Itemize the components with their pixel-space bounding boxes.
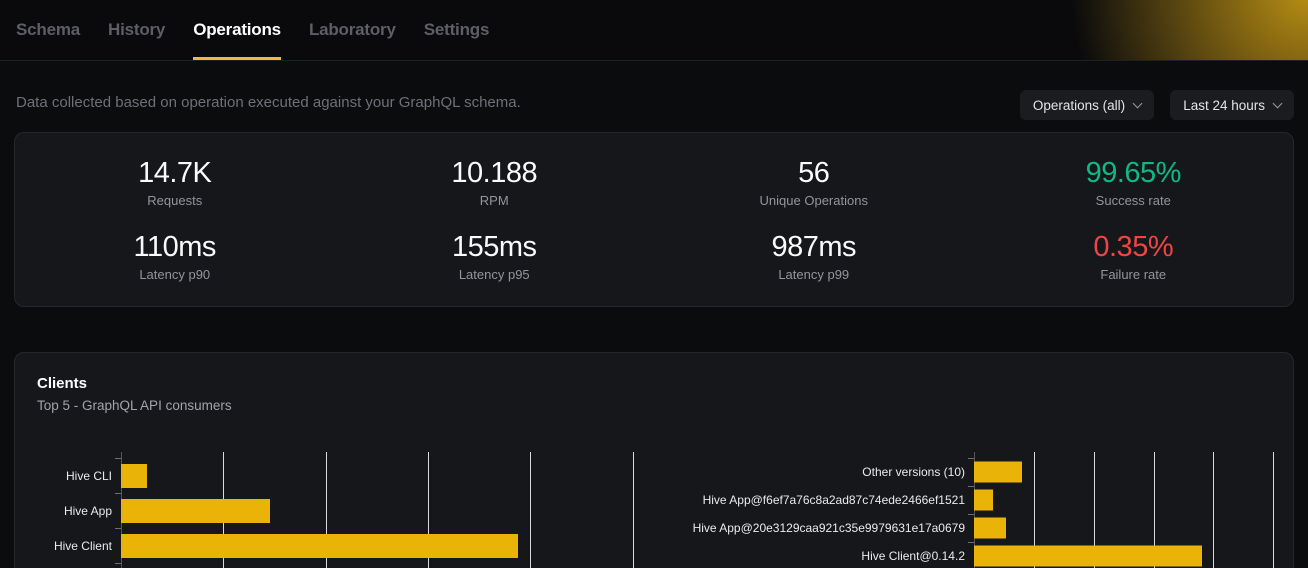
- bar[interactable]: [974, 489, 994, 511]
- bar[interactable]: [974, 545, 1203, 567]
- tab-operations[interactable]: Operations: [193, 0, 281, 60]
- stat-label: Success rate: [1095, 192, 1171, 208]
- category-label: Hive App: [63, 503, 112, 518]
- clients-card-title: Clients: [37, 375, 88, 392]
- time-range-label: Last 24 hours: [1183, 97, 1265, 113]
- stat-value: 99.65%: [1085, 156, 1182, 189]
- stat-value: 155ms: [451, 231, 537, 264]
- stats-summary-card: 14.7K Requests 10.188 RPM 56 Unique Oper…: [14, 132, 1294, 307]
- stat-value: 10.188: [451, 156, 538, 189]
- axis-tick: [968, 458, 974, 459]
- category-label: Hive Client@0.14.2: [861, 549, 965, 563]
- stat-label: Unique Operations: [759, 192, 868, 208]
- tab-history[interactable]: History: [108, 20, 166, 39]
- stat-latency-p99: 987ms Latency p99: [654, 220, 974, 295]
- bar[interactable]: [121, 498, 271, 523]
- axis-tick: [968, 486, 974, 487]
- page-description: Data collected based on operation execut…: [16, 94, 521, 111]
- bar-track: [974, 486, 1293, 514]
- axis-tick: [968, 514, 974, 515]
- axis-tick: [115, 528, 121, 529]
- category-label: Hive App@f6ef7a76c8a2ad87c74ede2466ef152…: [702, 493, 965, 507]
- operations-filter-dropdown[interactable]: Operations (all): [1019, 90, 1155, 120]
- stat-unique-operations: 56 Unique Operations: [654, 145, 974, 220]
- gridline: [1213, 452, 1215, 568]
- clients-charts: Hive CLI Hive App Hive Client Other versio…: [15, 452, 1293, 568]
- chart-row: Other versions (10): [654, 458, 1293, 486]
- stat-label: RPM: [479, 192, 509, 208]
- clients-by-name-bar-chart: Hive CLI Hive App Hive Client: [15, 452, 654, 568]
- clients-card: Clients Top 5 - GraphQL API consumers Hi…: [14, 352, 1294, 568]
- gridline: [530, 452, 532, 568]
- bar-track: [974, 514, 1293, 542]
- axis-tick: [115, 493, 121, 494]
- stat-value: 987ms: [771, 231, 857, 264]
- axis-tick: [115, 458, 121, 459]
- time-range-dropdown[interactable]: Last 24 hours: [1170, 90, 1294, 120]
- stat-label: Failure rate: [1100, 267, 1167, 283]
- chart-row: Hive App: [15, 493, 654, 528]
- bar[interactable]: [974, 517, 1006, 539]
- bar-track: [121, 458, 654, 493]
- clients-by-version-bar-chart: Other versions (10) Hive App@f6ef7a76c8a2…: [654, 452, 1293, 568]
- chevron-down-icon: [1272, 98, 1283, 108]
- gridline: [1093, 452, 1095, 568]
- top-nav: Schema History Operations Laboratory Set…: [0, 0, 1308, 61]
- stat-success-rate: 99.65% Success rate: [974, 145, 1294, 220]
- gridline: [428, 452, 429, 568]
- axis-tick: [968, 542, 974, 543]
- stat-label: Latency p90: [139, 267, 211, 283]
- chart-row: Hive Client@0.14.2: [654, 542, 1293, 568]
- bar-track: [121, 528, 654, 563]
- category-label: Hive App@20e3129caa921c35e9979631e17a067…: [692, 521, 965, 535]
- stat-value: 110ms: [133, 231, 217, 264]
- stat-label: Latency p99: [778, 267, 850, 283]
- stat-latency-p95: 155ms Latency p95: [335, 220, 655, 295]
- operations-filter-label: Operations (all): [1032, 97, 1126, 113]
- stat-rpm: 10.188 RPM: [335, 145, 655, 220]
- bar-track: [974, 458, 1293, 486]
- tab-laboratory[interactable]: Laboratory: [308, 20, 396, 39]
- stat-failure-rate: 0.35% Failure rate: [974, 220, 1294, 295]
- clients-card-subtitle: Top 5 - GraphQL API consumers: [37, 398, 232, 413]
- chevron-down-icon: [1132, 98, 1143, 108]
- bar-track: [974, 542, 1293, 568]
- gridline: [325, 452, 327, 568]
- chart-row: Hive App@f6ef7a76c8a2ad87c74ede2466ef152…: [654, 486, 1293, 514]
- stat-label: Latency p95: [458, 267, 530, 283]
- category-label: Hive Client: [53, 538, 112, 553]
- bar-track: [121, 493, 654, 528]
- bar[interactable]: [121, 463, 148, 488]
- chart-row: Hive CLI: [15, 458, 654, 493]
- category-label: Other versions (10): [862, 465, 965, 479]
- axis-tick: [115, 563, 121, 564]
- gridline: [1033, 452, 1035, 568]
- stat-latency-p90: 110ms Latency p90: [15, 220, 335, 295]
- chart-row: Hive Client: [15, 528, 654, 563]
- tab-schema[interactable]: Schema: [16, 20, 81, 39]
- stat-value: 14.7K: [138, 156, 212, 189]
- gridline: [1273, 452, 1275, 568]
- bar[interactable]: [121, 533, 518, 558]
- stat-value: 56: [798, 156, 830, 189]
- filter-buttons: Operations (all) Last 24 hours: [1019, 90, 1294, 120]
- gridline: [632, 452, 634, 568]
- bar[interactable]: [974, 461, 1022, 483]
- category-label: Hive CLI: [65, 468, 112, 483]
- chart-plot-area: [974, 452, 1293, 568]
- stat-requests: 14.7K Requests: [15, 145, 335, 220]
- chart-row: Hive App@20e3129caa921c35e9979631e17a067…: [654, 514, 1293, 542]
- gridline: [1153, 452, 1155, 568]
- tab-settings[interactable]: Settings: [423, 20, 490, 39]
- nav-tabs: Schema History Operations Laboratory Set…: [0, 0, 1308, 60]
- stat-label: Requests: [147, 192, 203, 208]
- stat-value: 0.35%: [1093, 231, 1174, 264]
